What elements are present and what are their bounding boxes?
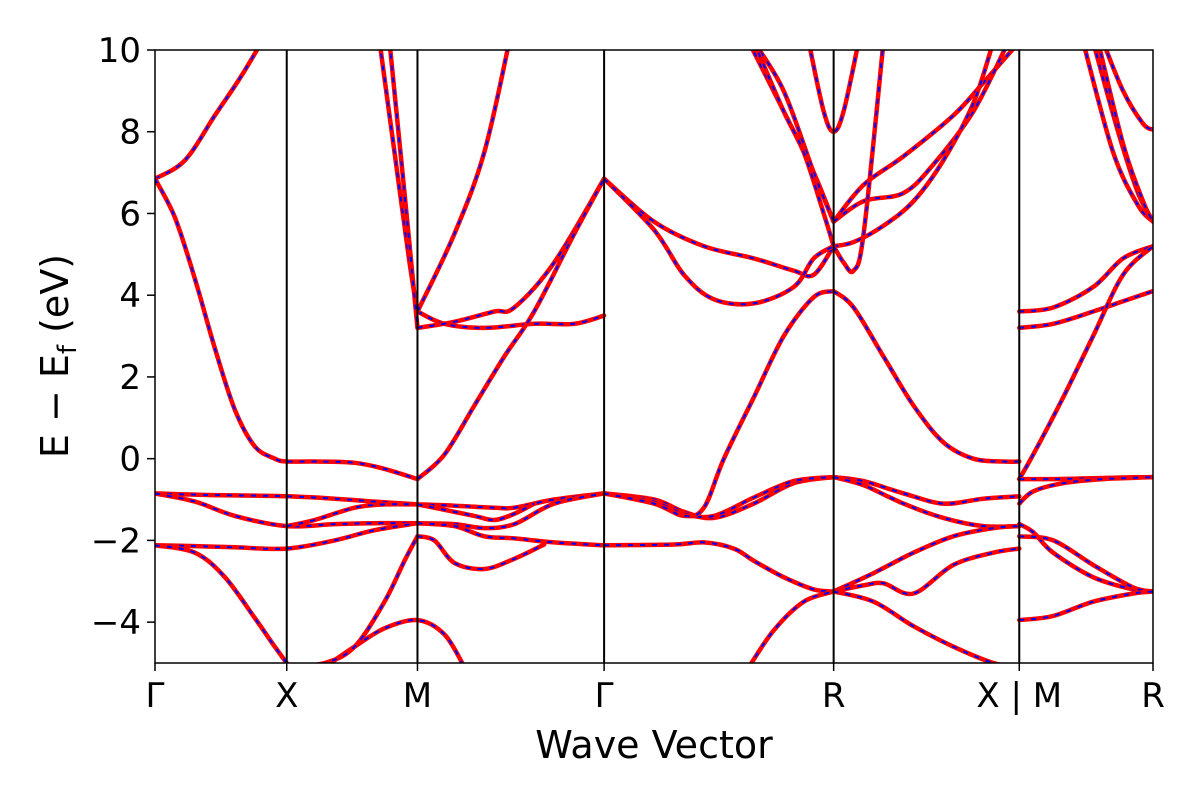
- band-line-dashed: [758, 50, 835, 222]
- band-line-dashed: [155, 544, 288, 663]
- band-line-dashed: [1018, 245, 1153, 480]
- x-axis-ticks: Γ X M Γ R X | M R: [146, 663, 1165, 716]
- band-line-dashed: [416, 178, 605, 480]
- band-line: [1017, 521, 1153, 594]
- x-tick-label: Γ: [146, 676, 165, 716]
- band-line-dashed: [155, 522, 418, 550]
- band-line-dashed: [809, 50, 858, 133]
- band-line: [831, 546, 1022, 597]
- band-line-dashed: [603, 178, 835, 306]
- band-line-dashed: [1019, 590, 1153, 622]
- band-line: [1017, 534, 1153, 594]
- band-line-dashed: [833, 50, 992, 248]
- band-line-dashed: [417, 502, 535, 522]
- band-line-dashed: [1018, 476, 1153, 505]
- band-line: [311, 534, 420, 663]
- band-line-dashed: [286, 503, 418, 528]
- band-line-dashed: [328, 618, 464, 663]
- y-tick-label: 6: [119, 194, 141, 234]
- band-line: [1082, 50, 1153, 224]
- band-line-dashed: [603, 177, 835, 278]
- band-line-dashed: [750, 590, 834, 663]
- x-tick-label: Γ: [595, 676, 614, 716]
- band-line-dashed: [756, 50, 835, 247]
- band-lines: [155, 50, 1153, 663]
- band-line-dashed: [832, 50, 1014, 223]
- band-line: [831, 50, 1016, 224]
- band-line: [831, 50, 1007, 224]
- y-tick-label: 10: [98, 31, 141, 71]
- x-tick-label: R: [1141, 676, 1165, 716]
- x-tick-label: R: [822, 676, 846, 716]
- band-line: [754, 50, 836, 249]
- y-tick-label: 2: [119, 358, 141, 398]
- kpoint-divider-lines: [285, 50, 1021, 663]
- band-line-dashed: [417, 492, 605, 530]
- band-line-dashed: [833, 476, 1020, 528]
- band-line-dashed: [320, 535, 419, 663]
- y-axis-title: E − Ef (eV): [33, 254, 83, 458]
- band-line-dashed: [833, 476, 1020, 505]
- y-axis-ticks: −4 −2 0 2 4 6 8 10: [91, 31, 155, 643]
- band-line: [831, 50, 994, 249]
- band-line-dashed: [417, 535, 545, 571]
- band-line-dashed: [389, 50, 419, 328]
- band-line-dashed: [603, 290, 834, 518]
- band-line-dashed: [833, 590, 998, 663]
- band-line-dashed: [417, 178, 605, 329]
- band-line: [155, 50, 260, 181]
- y-axis-title-subscript: f: [53, 344, 83, 354]
- y-tick-label: 8: [119, 113, 141, 153]
- band-line: [601, 176, 836, 307]
- plot-frame: [154, 49, 1154, 664]
- band-line-dashed: [1018, 523, 1153, 593]
- band-line-dashed: [155, 178, 418, 481]
- band-line-dashed: [416, 50, 509, 312]
- band-line-dashed: [1105, 50, 1153, 131]
- band-line-dashed: [1019, 290, 1153, 329]
- band-line-dashed: [832, 50, 884, 273]
- band-line: [831, 523, 1022, 594]
- band-line-dashed: [833, 525, 1020, 593]
- y-tick-label: −4: [91, 603, 141, 643]
- band-line: [1017, 243, 1153, 314]
- band-line-dashed: [1099, 50, 1153, 223]
- band-line: [831, 288, 1022, 464]
- band-line: [601, 176, 836, 279]
- band-line-dashed: [417, 492, 605, 510]
- x-tick-label: M: [403, 676, 432, 716]
- band-line: [831, 589, 1004, 663]
- x-tick-label: X | M: [976, 676, 1062, 716]
- band-line-dashed: [604, 541, 834, 593]
- x-tick-label: X: [275, 676, 298, 716]
- band-line-dashed: [1019, 245, 1153, 313]
- band-line: [415, 520, 607, 548]
- x-axis-title: Wave Vector: [535, 723, 773, 767]
- y-tick-label: −2: [91, 521, 141, 561]
- y-tick-label: 0: [119, 440, 141, 480]
- band-line-dashed: [155, 50, 259, 180]
- band-line-dashed: [155, 492, 418, 506]
- y-tick-label: 4: [119, 276, 141, 316]
- band-line: [1093, 50, 1153, 224]
- band-line: [155, 543, 289, 663]
- band-line: [748, 589, 836, 663]
- band-line: [415, 50, 510, 314]
- band-line: [326, 617, 465, 663]
- band-line: [1017, 589, 1153, 623]
- band-line-dashed: [1019, 535, 1153, 593]
